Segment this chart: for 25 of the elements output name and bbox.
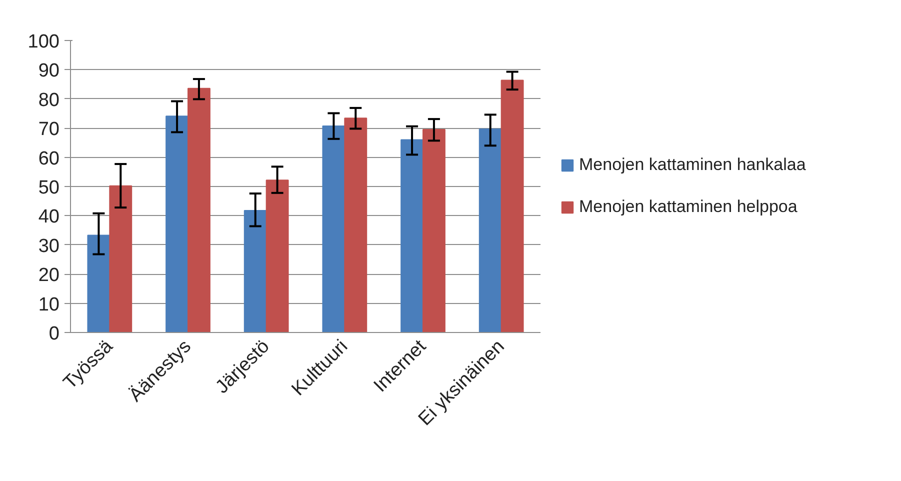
y-tick-label: 90	[38, 60, 60, 82]
bar	[166, 116, 188, 332]
bar	[422, 129, 446, 332]
bar	[188, 88, 210, 332]
bar	[109, 185, 132, 332]
bar	[244, 210, 267, 332]
legend-label: Menojen kattaminen hankalaa	[579, 155, 806, 175]
legend-label: Menojen kattaminen helppoa	[579, 197, 798, 217]
bar	[400, 139, 424, 332]
y-tick-label: 70	[38, 119, 60, 140]
y-tick-label: 30	[38, 236, 60, 257]
y-tick-label: 100	[28, 32, 60, 52]
bar	[344, 118, 368, 332]
bar	[322, 126, 346, 332]
y-tick-label: 40	[38, 206, 60, 228]
bar	[87, 234, 110, 332]
y-tick-label: 60	[38, 148, 60, 170]
bar	[478, 128, 502, 332]
y-tick-label: 80	[38, 90, 60, 111]
y-tick-label: 10	[38, 294, 60, 316]
y-tick-label: 20	[38, 265, 60, 286]
bar	[500, 80, 524, 332]
y-tick-label: 50	[38, 178, 60, 198]
bar	[266, 180, 289, 332]
y-tick-label: 0	[48, 324, 60, 344]
